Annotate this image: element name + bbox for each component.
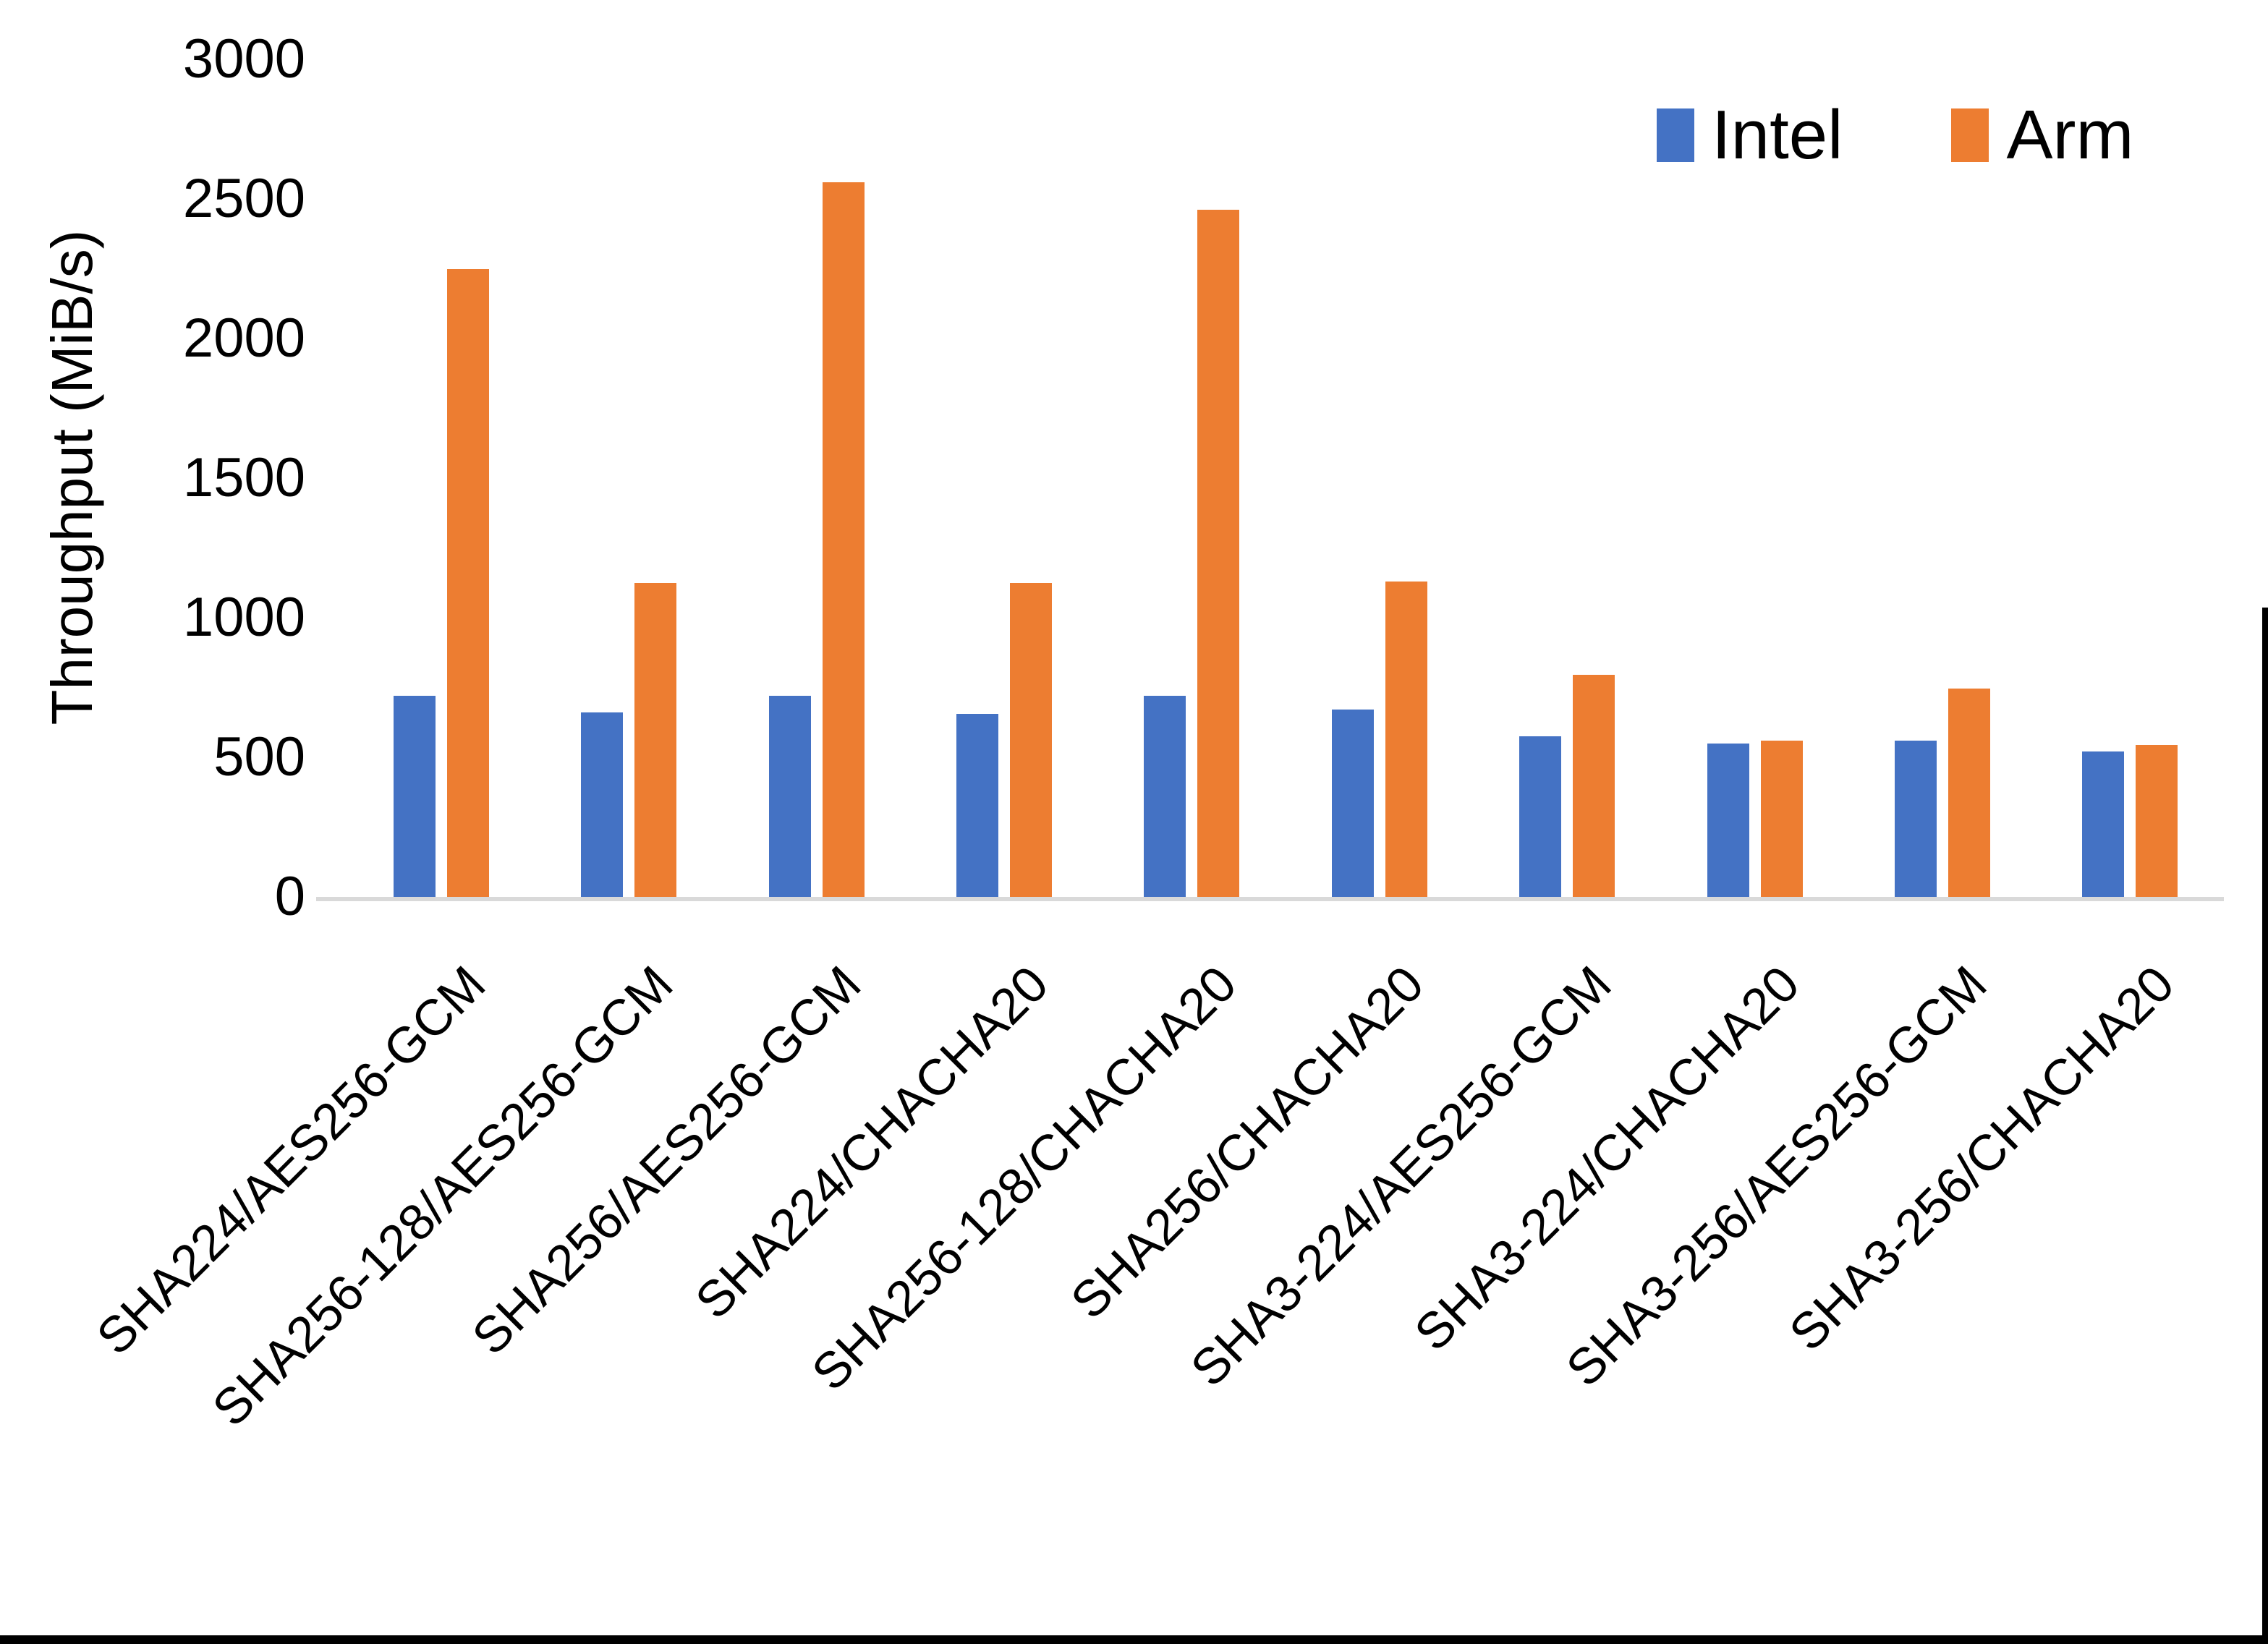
bar-arm-4 <box>1197 210 1240 897</box>
legend-swatch-intel <box>1657 108 1694 162</box>
legend: Intel Arm <box>1657 95 2133 175</box>
x-axis-line <box>316 897 2224 901</box>
page-border-right <box>2262 608 2268 1644</box>
y-axis-tick-1000: 1000 <box>182 587 305 648</box>
bar-intel-4 <box>1144 696 1186 897</box>
x-axis-label-7: SHA3-224/CHACHA20 <box>1403 955 1810 1362</box>
y-axis-tick-3000: 3000 <box>182 28 305 90</box>
legend-item-intel: Intel <box>1657 95 1843 175</box>
bar-intel-1 <box>581 712 624 897</box>
legend-label-intel: Intel <box>1712 96 1843 174</box>
x-axis-label-0: SHA224/AES256-GCM <box>85 955 496 1366</box>
legend-swatch-arm <box>1951 108 1989 162</box>
bar-intel-0 <box>393 696 436 897</box>
bar-arm-3 <box>1009 582 1052 897</box>
legend-item-arm: Arm <box>1951 95 2133 175</box>
bar-arm-0 <box>446 268 489 897</box>
bar-intel-3 <box>956 714 998 897</box>
bar-arm-6 <box>1573 675 1615 897</box>
bar-arm-1 <box>634 582 677 897</box>
x-axis-label-3: SHA224/CHACHA20 <box>684 955 1059 1330</box>
y-axis-tick-2500: 2500 <box>182 168 305 229</box>
x-axis-label-2: SHA256/AES256-GCM <box>461 955 872 1366</box>
x-axis-label-9: SHA3-256/CHACHA20 <box>1778 955 2186 1362</box>
bar-arm-7 <box>1760 740 1803 897</box>
y-axis-tick-1500: 1500 <box>182 447 305 508</box>
bar-arm-9 <box>2136 744 2178 897</box>
bar-arm-5 <box>1385 581 1427 897</box>
page-border-bottom <box>0 1635 2268 1644</box>
bar-intel-8 <box>1894 740 1937 897</box>
y-axis-tick-2000: 2000 <box>182 307 305 369</box>
y-axis-tick-0: 0 <box>274 866 305 927</box>
bar-intel-2 <box>768 696 811 897</box>
bar-intel-9 <box>2082 751 2125 897</box>
bar-arm-8 <box>1948 689 1990 897</box>
bar-arm-2 <box>822 182 865 897</box>
legend-label-arm: Arm <box>2006 96 2134 174</box>
bar-intel-7 <box>1707 743 1749 897</box>
x-axis-label-5: SHA256/CHACHA20 <box>1060 955 1435 1330</box>
y-axis-tick-500: 500 <box>213 726 305 788</box>
bar-intel-6 <box>1519 736 1562 897</box>
bar-intel-5 <box>1331 710 1374 897</box>
